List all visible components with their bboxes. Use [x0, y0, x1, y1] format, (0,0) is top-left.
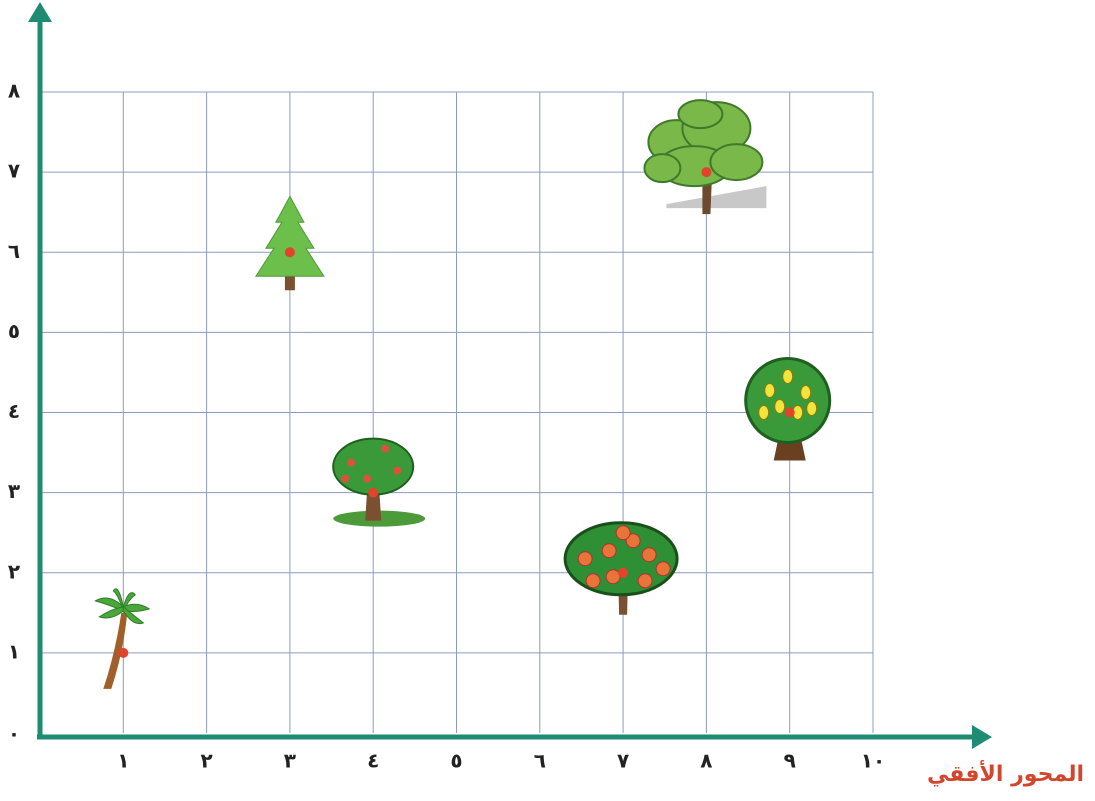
- y-tick-label: ٣: [8, 479, 20, 503]
- crown: [744, 357, 832, 444]
- shadow: [666, 186, 767, 209]
- axis-label: المحور الأفقي: [927, 759, 1084, 787]
- fruit: [800, 385, 812, 400]
- y-tick-label: ٨: [8, 79, 20, 103]
- fruit: [601, 543, 617, 559]
- fruit: [585, 573, 601, 589]
- frond: [98, 606, 124, 619]
- y-tick-label: ٧: [8, 159, 20, 183]
- fruit: [341, 474, 350, 483]
- trunk: [103, 612, 128, 689]
- x-tick-label: ١٠: [861, 749, 885, 773]
- x-tick-label: ٦: [534, 749, 546, 773]
- fruit: [347, 458, 356, 467]
- tree-point: [254, 195, 325, 291]
- y-tick-label: ٥: [8, 319, 20, 343]
- fruit: [605, 569, 621, 585]
- point: [284, 247, 295, 258]
- tree-point: [643, 99, 767, 215]
- y-axis-arrow: [28, 2, 52, 22]
- fruit: [641, 547, 657, 563]
- tree-point: [94, 588, 151, 689]
- fruit: [615, 525, 631, 541]
- fruit: [625, 533, 641, 549]
- y-tick-label: ٠: [8, 722, 20, 746]
- x-axis-arrow: [972, 725, 992, 749]
- fruit: [393, 466, 402, 475]
- fruit: [758, 405, 770, 420]
- fruit: [782, 369, 794, 384]
- fruit: [655, 561, 671, 577]
- fruit: [774, 399, 786, 414]
- fruit: [764, 383, 776, 398]
- fruit: [577, 551, 593, 567]
- y-tick-label: ٢: [8, 559, 20, 583]
- fruit: [381, 444, 390, 453]
- trunk: [284, 276, 295, 291]
- y-tick-label: ١: [8, 639, 20, 663]
- x-tick-label: ٤: [367, 749, 379, 773]
- point: [618, 567, 629, 578]
- fruit: [363, 474, 372, 483]
- crown: [254, 195, 325, 277]
- x-tick-label: ٣: [284, 749, 296, 773]
- fruit: [637, 573, 653, 589]
- x-tick-label: ١: [117, 749, 129, 773]
- tree-point: [332, 437, 426, 527]
- point: [701, 167, 712, 178]
- x-tick-label: ٨: [700, 749, 712, 773]
- fruit: [806, 401, 818, 416]
- y-tick-label: ٤: [8, 399, 20, 423]
- x-tick-label: ٢: [200, 749, 212, 773]
- y-tick-label: ٦: [8, 239, 20, 263]
- crown: [677, 99, 724, 130]
- x-tick-label: ٩: [784, 749, 796, 773]
- crown: [709, 143, 764, 182]
- crown: [643, 153, 682, 184]
- x-tick-label: ٧: [617, 749, 629, 773]
- point: [118, 647, 129, 658]
- crown: [332, 437, 415, 496]
- x-tick-label: ٥: [450, 749, 462, 773]
- frond: [122, 605, 145, 625]
- tree-point: [563, 521, 679, 615]
- tree-point: [744, 357, 832, 461]
- trunk: [365, 488, 382, 521]
- point: [784, 407, 795, 418]
- point: [368, 487, 379, 498]
- frond: [112, 588, 124, 612]
